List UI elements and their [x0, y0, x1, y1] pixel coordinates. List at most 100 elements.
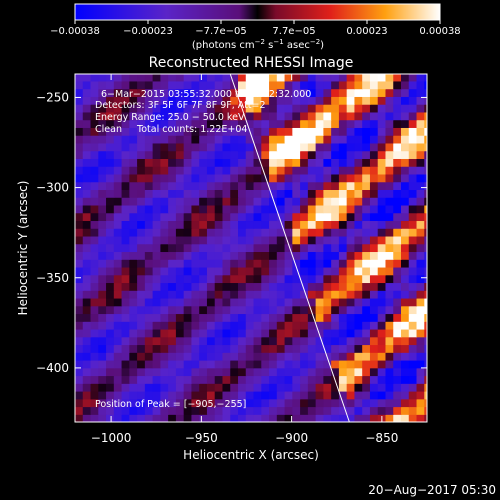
heatmap-cell	[315, 181, 324, 190]
heatmap-cell	[222, 228, 231, 237]
heatmap-cell	[82, 328, 92, 338]
heatmap-cell	[331, 414, 340, 422]
heatmap-cell	[315, 166, 324, 175]
heatmap-cell	[113, 119, 123, 128]
heatmap-cell	[230, 390, 239, 400]
heatmap-cell	[191, 290, 200, 299]
heatmap-cell	[315, 375, 324, 384]
heatmap-cell	[245, 243, 255, 253]
heatmap-cell	[253, 375, 262, 384]
heatmap-cell	[401, 367, 410, 377]
heatmap-cell	[369, 290, 379, 299]
heatmap-cell	[323, 220, 332, 229]
heatmap-cell	[292, 297, 301, 307]
heatmap-cell	[292, 235, 301, 245]
heatmap-cell	[269, 313, 278, 322]
heatmap-cell	[377, 398, 387, 408]
heatmap-cell	[307, 104, 317, 113]
heatmap-cell	[416, 414, 425, 422]
heatmap-cell	[98, 235, 107, 245]
heatmap-cell	[331, 220, 340, 229]
heatmap-cell	[168, 406, 177, 415]
heatmap-cell	[183, 189, 193, 198]
heatmap-cell	[369, 204, 379, 214]
heatmap-cell	[199, 96, 208, 105]
heatmap-cell	[75, 235, 84, 245]
heatmap-cell	[98, 243, 107, 253]
heatmap-cell	[269, 383, 278, 392]
heatmap-cell	[206, 111, 216, 121]
heatmap-cell	[121, 336, 130, 346]
heatmap-cell	[121, 383, 130, 392]
heatmap-cell	[331, 111, 340, 121]
heatmap-cell	[385, 104, 394, 113]
heatmap-cell	[129, 197, 138, 206]
heatmap-cell	[385, 135, 394, 144]
heatmap-cell	[75, 305, 84, 315]
heatmap-cell	[408, 297, 418, 307]
heatmap-cell	[292, 282, 301, 291]
heatmap-cell	[362, 127, 371, 136]
heatmap-cell	[292, 212, 301, 222]
heatmap-cell	[393, 127, 402, 136]
heatmap-cell	[144, 313, 154, 322]
heatmap-cell	[214, 297, 224, 307]
heatmap-cell	[82, 321, 92, 330]
heatmap-cell	[206, 204, 216, 214]
heatmap-cell	[191, 414, 200, 422]
heatmap-cell	[222, 142, 231, 152]
heatmap-cell	[307, 74, 317, 82]
heatmap-cell	[238, 119, 247, 128]
heatmap-cell	[175, 142, 185, 152]
heatmap-cell	[75, 166, 84, 175]
heatmap-cell	[323, 375, 332, 384]
heatmap-cell	[113, 212, 123, 222]
heatmap-cell	[292, 398, 301, 408]
heatmap-cell	[90, 96, 99, 105]
heatmap-cell	[292, 181, 301, 190]
heatmap-cell	[362, 204, 371, 214]
heatmap-cell	[137, 266, 146, 276]
heatmap-cell	[284, 104, 293, 113]
heatmap-cell	[338, 181, 348, 190]
heatmap-cell	[137, 74, 146, 82]
heatmap-cell	[346, 197, 356, 206]
heatmap-cell	[300, 251, 309, 260]
heatmap-cell	[222, 88, 231, 97]
heatmap-cell	[214, 80, 224, 90]
heatmap-cell	[245, 135, 255, 144]
heatmap-cell	[75, 150, 84, 159]
heatmap-cell	[106, 135, 115, 144]
heatmap-cell	[82, 290, 92, 299]
heatmap-cell	[175, 414, 185, 422]
heatmap-cell	[152, 367, 161, 377]
heatmap-cell	[129, 181, 138, 190]
heatmap-cell	[276, 313, 286, 322]
heatmap-cell	[369, 313, 379, 322]
heatmap-cell	[276, 173, 286, 183]
heatmap-cell	[113, 313, 123, 322]
heatmap-cell	[276, 80, 286, 90]
heatmap-cell	[238, 166, 247, 175]
heatmap-cell	[199, 104, 208, 113]
heatmap-cell	[276, 104, 286, 113]
heatmap-cell	[401, 406, 410, 415]
heatmap-cell	[214, 158, 224, 167]
heatmap-cell	[106, 383, 115, 392]
heatmap-cell	[82, 297, 92, 307]
heatmap-cell	[253, 290, 262, 299]
heatmap-cell	[401, 80, 410, 90]
heatmap-cell	[121, 274, 130, 284]
heatmap-cell	[75, 398, 84, 408]
heatmap-cell	[129, 88, 138, 97]
heatmap-cell	[354, 220, 363, 229]
heatmap-cell	[377, 359, 387, 369]
heatmap-cell	[362, 111, 371, 121]
heatmap-cell	[90, 336, 99, 346]
heatmap-cell	[269, 189, 278, 198]
heatmap-cell	[129, 173, 138, 183]
heatmap-cell	[408, 359, 418, 369]
heatmap-cell	[82, 274, 92, 284]
heatmap-cell	[183, 398, 193, 408]
heatmap-cell	[168, 104, 177, 113]
